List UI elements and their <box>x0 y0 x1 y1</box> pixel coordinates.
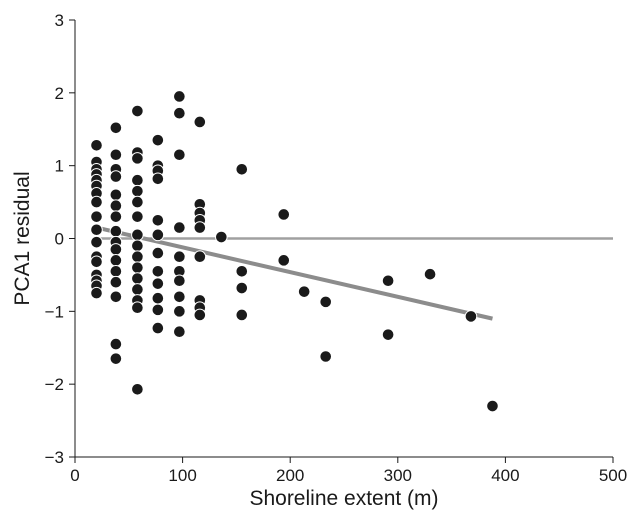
data-point <box>151 213 165 227</box>
data-point <box>109 254 123 267</box>
data-point <box>131 283 144 296</box>
data-point <box>297 285 311 298</box>
data-point <box>90 235 103 249</box>
data-point <box>235 281 249 295</box>
y-tick-label: 2 <box>55 84 64 103</box>
data-point <box>381 328 395 341</box>
data-point <box>173 325 186 339</box>
data-point <box>109 224 123 238</box>
data-point <box>109 352 123 365</box>
data-point <box>131 228 144 242</box>
data-point <box>109 199 123 213</box>
data-point <box>90 210 103 223</box>
data-point <box>277 208 291 221</box>
data-point <box>173 250 186 264</box>
data-point <box>131 152 144 165</box>
data-point <box>90 223 103 237</box>
y-tick-label: 1 <box>55 157 64 176</box>
data-point <box>151 277 165 290</box>
data-point <box>173 290 186 304</box>
data-point <box>109 121 123 135</box>
data-point <box>215 230 228 244</box>
data-point <box>131 250 144 264</box>
data-point <box>131 195 144 209</box>
data-point <box>193 250 207 264</box>
y-tick-label: 0 <box>55 230 64 249</box>
data-point <box>277 254 291 267</box>
data-point <box>90 195 103 209</box>
data-point <box>381 274 395 288</box>
x-tick-label: 100 <box>168 466 196 485</box>
data-point <box>131 382 144 396</box>
data-point <box>151 246 165 260</box>
data-point <box>193 221 207 234</box>
y-tick-label: −1 <box>45 302 64 321</box>
y-tick-label: −2 <box>45 375 64 394</box>
data-point <box>151 291 165 305</box>
data-point <box>131 210 144 223</box>
x-axis-ticks: 0 100 200 300 400 500 <box>70 457 627 485</box>
data-point <box>173 221 186 234</box>
data-point <box>173 305 186 318</box>
data-point <box>131 301 144 314</box>
data-point <box>109 170 123 183</box>
data-point <box>131 173 144 187</box>
y-tick-label: 3 <box>55 11 64 30</box>
data-point <box>151 321 165 335</box>
data-point <box>151 303 165 317</box>
lines-layer <box>96 225 613 321</box>
data-point <box>319 350 333 363</box>
data-point <box>131 272 144 285</box>
data-point <box>131 239 144 253</box>
data-point <box>235 264 249 278</box>
data-point <box>131 184 144 198</box>
data-point <box>151 264 165 278</box>
x-axis-label: Shoreline extent (m) <box>249 487 438 510</box>
data-point <box>193 308 207 322</box>
y-tick-label: −3 <box>45 448 64 467</box>
data-point <box>131 104 144 118</box>
y-axis-label: PCA1 residual <box>11 171 34 305</box>
points-layer <box>90 90 499 413</box>
y-axis-ticks: 3 2 1 0 −1 −2 −3 <box>45 11 75 467</box>
x-tick-label: 200 <box>276 466 304 485</box>
data-point <box>90 138 103 152</box>
data-point <box>173 90 186 103</box>
data-point <box>109 264 123 278</box>
x-tick-label: 0 <box>70 466 79 485</box>
data-point <box>109 275 123 289</box>
data-point <box>90 286 103 300</box>
axes-layer: 0 100 200 300 400 500 3 2 1 0 −1 −2 −3 <box>45 11 628 485</box>
data-point <box>151 228 165 242</box>
data-point <box>173 274 186 288</box>
data-point <box>319 295 333 309</box>
data-point <box>173 106 186 120</box>
data-point <box>131 261 144 274</box>
data-point <box>109 243 123 256</box>
x-tick-label: 400 <box>491 466 519 485</box>
data-point <box>109 337 123 351</box>
data-point <box>193 115 207 129</box>
data-point <box>109 290 123 304</box>
data-point <box>109 148 123 162</box>
data-point <box>486 399 499 413</box>
x-tick-label: 300 <box>384 466 412 485</box>
data-point <box>173 148 186 162</box>
data-point <box>235 308 249 322</box>
data-point <box>464 310 478 323</box>
data-point <box>90 255 103 269</box>
regression-line <box>96 225 493 321</box>
data-point <box>151 172 165 186</box>
data-point <box>423 267 437 281</box>
data-point <box>151 133 165 147</box>
data-point <box>235 163 249 176</box>
data-point <box>109 210 123 223</box>
x-tick-label: 500 <box>599 466 627 485</box>
data-point <box>109 188 123 202</box>
